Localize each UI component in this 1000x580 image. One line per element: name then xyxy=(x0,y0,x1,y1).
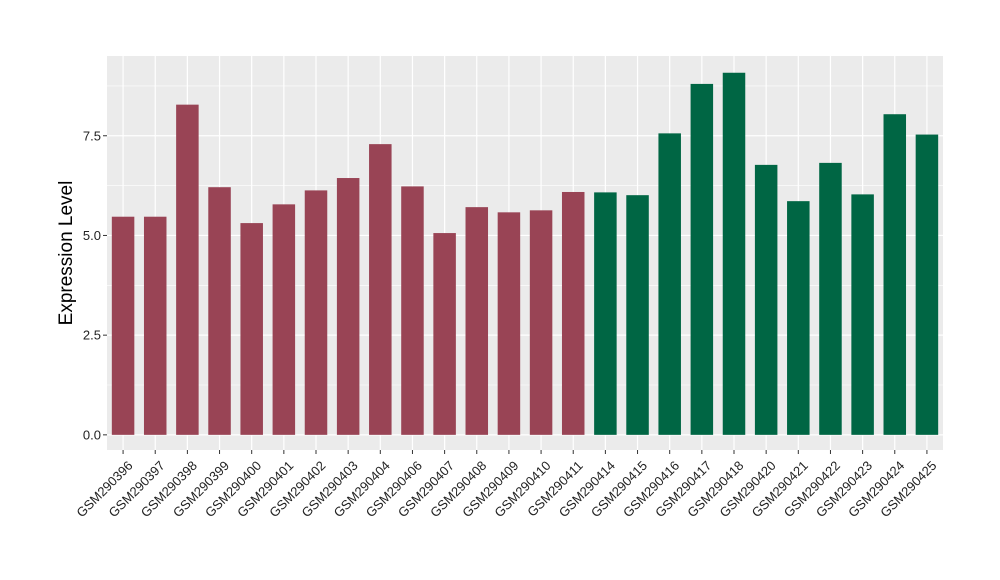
bar-GSM290407 xyxy=(433,233,456,435)
bar-GSM290406 xyxy=(401,186,424,435)
y-tick-label: 5.0 xyxy=(83,228,101,243)
bar-GSM290421 xyxy=(787,201,810,435)
bar-GSM290402 xyxy=(304,190,328,435)
y-axis: 0.0 2.5 5.0 7.5 xyxy=(83,128,107,442)
bar-GSM290424 xyxy=(883,114,907,435)
bar-GSM290416 xyxy=(658,133,681,435)
bar-GSM290400 xyxy=(240,223,263,435)
plot-panel xyxy=(107,56,943,450)
y-tick-label: 2.5 xyxy=(83,328,101,343)
y-tick-label: 0.0 xyxy=(83,427,101,442)
bar-GSM290417 xyxy=(690,83,714,435)
bar-GSM290403 xyxy=(336,178,360,435)
bar-GSM290411 xyxy=(561,191,585,435)
bar-GSM290397 xyxy=(143,216,167,435)
x-axis: GSM290396GSM290397GSM290398GSM290399GSM2… xyxy=(73,450,939,520)
bar-GSM290423 xyxy=(851,194,874,435)
bar-GSM290404 xyxy=(369,144,392,435)
y-axis-title: Expression Level xyxy=(56,181,77,326)
bar-GSM290420 xyxy=(754,164,778,435)
bars xyxy=(111,72,939,435)
bar-GSM290410 xyxy=(529,210,553,435)
y-tick-label: 7.5 xyxy=(83,128,101,143)
bar-GSM290398 xyxy=(176,104,199,435)
bar-GSM290409 xyxy=(497,212,521,435)
bar-GSM290418 xyxy=(722,72,746,435)
bar-GSM290399 xyxy=(208,187,231,435)
bar-GSM290425 xyxy=(915,134,939,435)
bar-GSM290401 xyxy=(272,204,296,435)
bar-GSM290422 xyxy=(819,162,842,435)
bar-GSM290396 xyxy=(111,216,135,435)
bar-GSM290414 xyxy=(594,192,617,435)
bar-GSM290415 xyxy=(626,195,649,435)
bar-GSM290408 xyxy=(465,207,489,435)
